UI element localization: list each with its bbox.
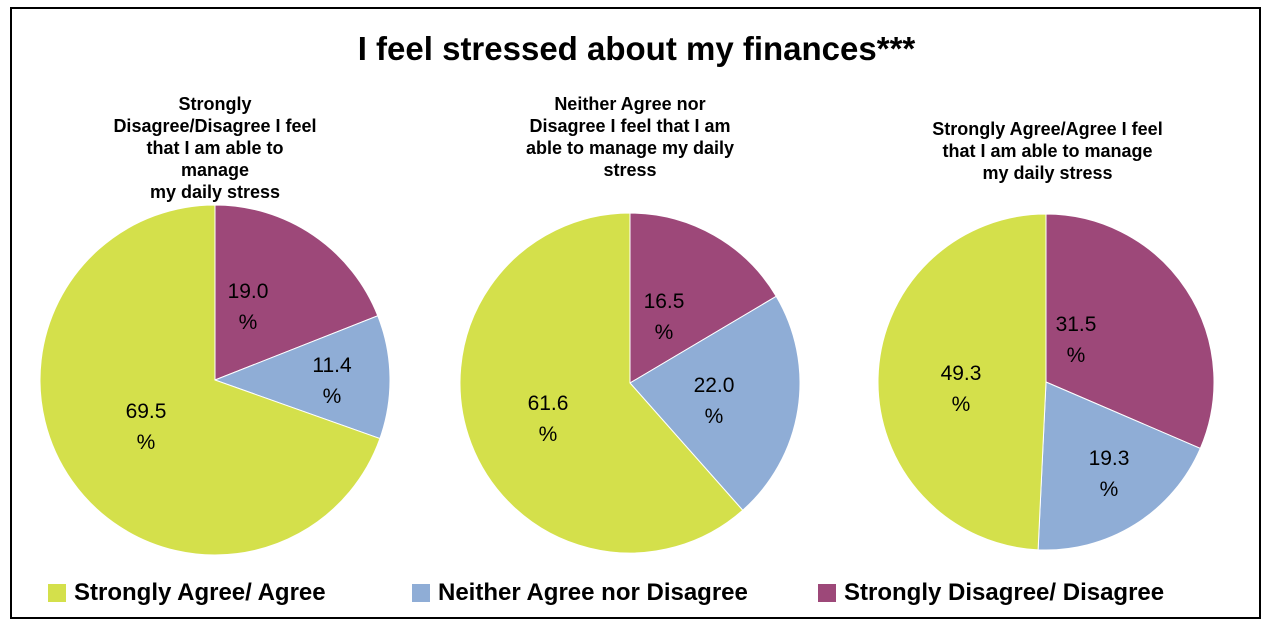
pie-3-slice-agree — [877, 213, 1047, 551]
pie-2-subtitle-line: able to manage my daily — [525, 138, 735, 158]
pie-2-subtitle-line: Neither Agree nor — [554, 94, 706, 114]
pie-3-subtitle-line: Strongly Agree/Agree I feel — [932, 119, 1163, 139]
pie-1-data-label-neither: 11.4% — [312, 354, 352, 408]
legend-item-agree: Strongly Agree/ Agree — [48, 576, 326, 610]
pie-3-data-label-agree: 49.3% — [941, 362, 982, 416]
pie-1-subtitle-line: my daily stress — [149, 182, 281, 202]
pie-2-slice-disagree — [629, 212, 777, 384]
legend-swatch-neither — [412, 584, 430, 602]
pie-1-slice-agree — [39, 204, 381, 556]
legend-label-disagree: Strongly Disagree/ Disagree — [844, 579, 1165, 606]
pie-3-slice-neither — [1037, 381, 1201, 551]
pie-2-subtitle-line: stress — [603, 160, 657, 180]
pie-1-subtitle-line: Disagree/Disagree I feel — [113, 116, 317, 136]
pie-2-slice-neither — [629, 295, 801, 511]
legend-item-neither: Neither Agree nor Disagree — [412, 576, 748, 610]
pie-2-data-label-neither: 22.0% — [694, 374, 735, 428]
pie-3-data-label-disagree: 31.5% — [1056, 313, 1097, 367]
pie-1-subtitle-line: Strongly — [178, 94, 252, 114]
chart-title: I feel stressed about my finances*** — [357, 30, 916, 67]
pie-3-subtitle-line: my daily stress — [982, 163, 1113, 183]
pie-1-subtitle: Strongly Disagree/Disagree I feel that I… — [110, 93, 320, 203]
pie-1-data-label-agree: 69.5% — [126, 400, 167, 454]
pie-2-subtitle: Neither Agree nor Disagree I feel that I… — [490, 93, 770, 181]
legend-swatch-agree — [48, 584, 66, 602]
pie-3-data-label-neither: 19.3% — [1089, 447, 1130, 501]
pie-1-subtitle-line: that I am able to manage — [146, 138, 284, 180]
pie-1-slice-neither — [213, 315, 391, 440]
pie-2-slice-agree — [459, 212, 744, 554]
pie-2-data-label-disagree: 16.5% — [644, 290, 685, 344]
pie-1-data-label-disagree: 19.0% — [228, 280, 269, 334]
legend-label-agree: Strongly Agree/ Agree — [74, 579, 326, 606]
pie-3-slice-disagree — [1045, 213, 1215, 450]
pie-3-subtitle-line: that I am able to manage — [942, 141, 1153, 161]
pie-2-data-label-agree: 61.6% — [528, 392, 569, 446]
pie-1-slice-disagree — [214, 204, 379, 381]
pie-2-subtitle-line: Disagree I feel that I am — [529, 116, 731, 136]
legend-label-neither: Neither Agree nor Disagree — [438, 579, 748, 606]
pie-3-subtitle: Strongly Agree/Agree I feel that I am ab… — [905, 118, 1190, 184]
legend: Strongly Agree/ Agree Neither Agree nor … — [0, 576, 1273, 610]
legend-item-disagree: Strongly Disagree/ Disagree — [818, 576, 1164, 610]
legend-swatch-disagree — [818, 584, 836, 602]
